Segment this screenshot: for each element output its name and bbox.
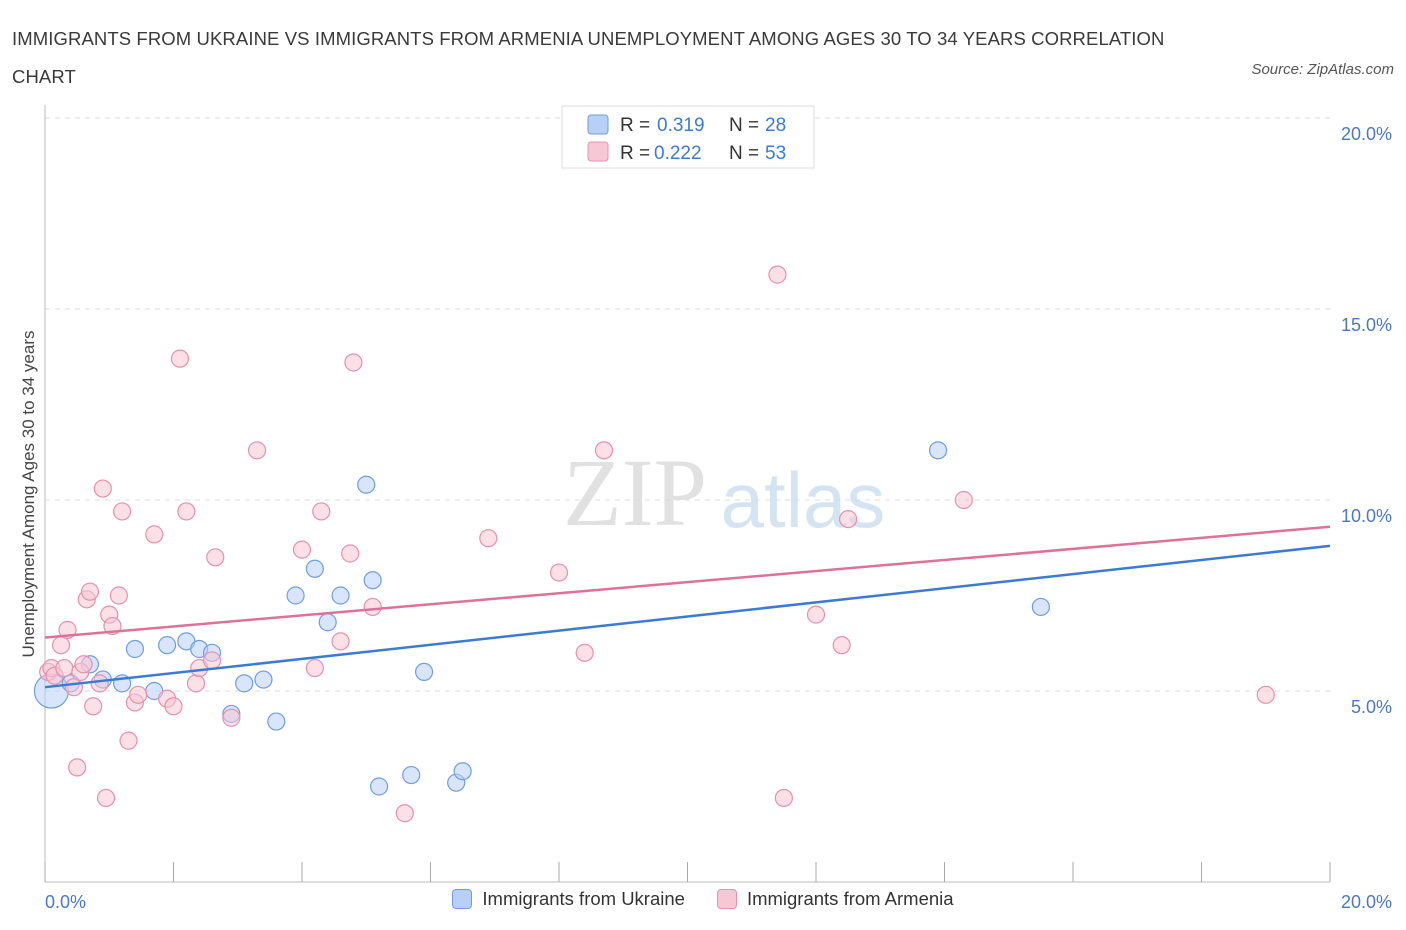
point-armenia [129,685,148,704]
point-armenia [112,502,132,521]
point-armenia [96,788,116,808]
legend-r-label: R = [620,143,650,164]
y-tick-label: 10.0% [1341,506,1392,526]
gridlines [45,117,1330,692]
legend-item-ukraine: Immigrants from Ukraine [452,888,685,910]
point-armenia [292,540,312,559]
watermark-atlas: atlas [721,456,886,544]
y-tick-label: 5.0% [1351,697,1392,717]
point-armenia [109,586,128,605]
point-armenia [774,788,793,808]
point-armenia [186,674,206,693]
trend-line-ukraine [44,544,1331,689]
point-armenia [247,441,267,460]
trend-lines [44,525,1331,689]
x-tick-label: 0.0% [45,892,86,912]
point-armenia [549,563,569,582]
point-ukraine [125,639,145,659]
point-armenia [80,582,100,601]
point-ukraine [235,674,254,693]
legend-n-value: 53 [765,143,786,164]
point-armenia [331,632,350,651]
point-ukraine [453,762,472,781]
point-ukraine [267,712,286,731]
data-points [33,265,1275,823]
point-armenia [222,708,241,727]
legend-n-label: N = [729,143,759,164]
point-ukraine [402,765,421,785]
point-armenia [832,636,851,655]
axes [44,105,1331,883]
point-armenia [594,441,614,460]
point-armenia [177,502,196,521]
point-armenia [395,804,414,823]
watermark-zip: ZIP [563,439,707,546]
point-ukraine [254,670,273,689]
trend-line-armenia [44,525,1331,639]
point-ukraine [928,441,948,460]
correlation-legend: R = 0.319 N = 28 R = 0.222 N = 53 [561,105,815,169]
tick-labels: 5.0% 10.0% 15.0% 20.0% 0.0% 20.0% [45,124,1392,912]
x-tick-label: 20.0% [1341,892,1392,912]
legend-label-armenia: Immigrants from Armenia [746,888,954,909]
point-armenia [164,697,183,716]
point-armenia [312,502,331,521]
legend-swatch-ukraine [587,114,609,135]
point-ukraine [305,559,324,578]
point-armenia [806,605,826,624]
point-ukraine [157,636,177,655]
legend-n-label: N = [729,115,759,136]
point-armenia [170,349,190,368]
point-armenia [206,548,225,567]
point-armenia [119,731,138,750]
point-armenia [305,658,324,678]
legend-item-armenia: Immigrants from Armenia [716,888,954,910]
point-ukraine [363,571,382,590]
point-armenia [84,697,103,716]
point-armenia [575,643,594,662]
point-armenia [68,758,87,777]
series-legend: Immigrants from Ukraine Immigrants from … [0,888,1406,910]
point-ukraine [414,662,434,682]
point-ukraine [318,613,337,632]
point-ukraine [370,777,389,796]
y-tick-label: 20.0% [1341,124,1392,144]
point-armenia [1256,685,1275,704]
legend-r-value: 0.319 [657,115,705,136]
point-armenia [90,674,109,693]
legend-n-value: 28 [765,115,786,136]
point-armenia [341,544,360,563]
source-label: Source: ZipAtlas.com [1251,61,1394,78]
point-armenia [363,597,382,617]
legend-r-label: R = [620,115,650,136]
point-armenia [344,353,363,372]
point-armenia [145,525,164,544]
point-ukraine [331,586,350,605]
point-armenia [74,655,93,674]
chart-title: IMMIGRANTS FROM UKRAINE VS IMMIGRANTS FR… [12,28,1165,87]
point-ukraine [357,475,376,494]
point-armenia [64,678,84,697]
legend-label-ukraine: Immigrants from Ukraine [482,888,685,909]
point-ukraine [286,586,305,605]
legend-r-value: 0.222 [654,143,702,164]
legend-swatch-armenia [587,141,609,162]
point-armenia [93,479,112,498]
legend-swatch-armenia [716,889,737,909]
point-armenia [51,636,71,655]
point-armenia [768,265,787,284]
point-armenia [479,529,498,548]
y-tick-label: 15.0% [1341,315,1392,335]
point-armenia [202,651,222,670]
point-armenia [839,509,858,529]
legend-swatch-ukraine [452,889,473,909]
point-ukraine [1031,597,1050,617]
point-armenia [954,490,973,510]
point-armenia [55,658,74,678]
